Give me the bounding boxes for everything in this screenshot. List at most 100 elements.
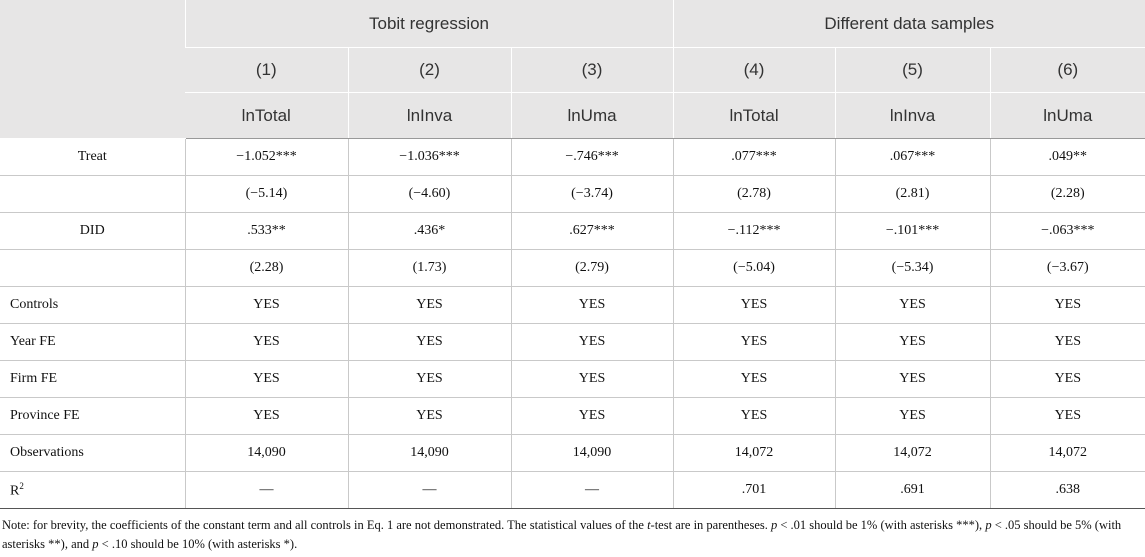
table-cell: .049** (989, 138, 1145, 176)
row-label: Treat (0, 138, 185, 176)
table-cell: −.063*** (989, 212, 1145, 250)
table-cell: YES (672, 397, 836, 435)
table-cell: .638 (989, 471, 1145, 509)
table-cell: 14,072 (834, 434, 991, 472)
table-row-treat-tstat: (−5.14) (−4.60) (−3.74) (2.78) (2.81) (2… (0, 175, 1145, 213)
table-cell: YES (510, 397, 674, 435)
dependent-variable: lnInva (347, 92, 511, 139)
table-cell: — (510, 471, 674, 509)
row-label-r-squared: R2 (0, 471, 185, 509)
table-cell: .077*** (672, 138, 836, 176)
row-label: Year FE (0, 323, 185, 361)
table-cell: .067*** (834, 138, 991, 176)
table-cell: (−3.74) (510, 175, 674, 213)
table-row-observations: Observations 14,090 14,090 14,090 14,072… (0, 434, 1145, 472)
table-row-firm-fe: Firm FE YES YES YES YES YES YES (0, 360, 1145, 398)
table-cell: YES (347, 286, 511, 324)
table-cell: −.746*** (510, 138, 674, 176)
table-cell: .436* (347, 212, 511, 250)
table-cell: (−5.04) (672, 249, 836, 287)
table-cell: YES (834, 360, 991, 398)
column-number: (5) (834, 47, 991, 93)
table-cell: −1.052*** (184, 138, 348, 176)
note-text: < .10 should be 10% (with asterisks *). (98, 537, 298, 551)
table-cell: YES (347, 397, 511, 435)
row-label (0, 249, 185, 287)
dependent-variable: lnTotal (185, 92, 348, 139)
table-cell: YES (672, 323, 836, 361)
table-cell: −.112*** (672, 212, 836, 250)
table-cell: YES (834, 397, 991, 435)
table-cell: YES (510, 360, 674, 398)
table-cell: 14,090 (347, 434, 511, 472)
table-cell: (2.81) (834, 175, 991, 213)
table-cell: (2.78) (672, 175, 836, 213)
row-label: Controls (0, 286, 185, 324)
table-row-province-fe: Province FE YES YES YES YES YES YES (0, 397, 1145, 435)
group-header-tobit: Tobit regression (184, 0, 674, 48)
group-header-samples: Different data samples (672, 0, 1145, 48)
table-cell: (2.28) (989, 175, 1145, 213)
table-cell: YES (672, 286, 836, 324)
dependent-variable-row: lnTotal lnInva lnUma lnTotal lnInva lnUm… (0, 92, 1145, 139)
table-cell: YES (184, 360, 348, 398)
dependent-variable: lnTotal (672, 92, 836, 139)
table-row-r-squared: R2 — — — .701 .691 .638 (0, 471, 1145, 509)
dependent-variable: lnUma (989, 92, 1145, 139)
table-cell: YES (672, 360, 836, 398)
table-cell: .627*** (510, 212, 674, 250)
table-cell: YES (347, 323, 511, 361)
table-cell: YES (834, 323, 991, 361)
table-cell: YES (347, 360, 511, 398)
row-label: Province FE (0, 397, 185, 435)
table-cell: (−4.60) (347, 175, 511, 213)
row-label: DID (0, 212, 185, 250)
note-p-italic: p (770, 518, 778, 532)
table-row-did-tstat: (2.28) (1.73) (2.79) (−5.04) (−5.34) (−3… (0, 249, 1145, 287)
table-cell: (2.28) (184, 249, 348, 287)
row-label: Firm FE (0, 360, 185, 398)
row-label (0, 175, 185, 213)
column-number: (6) (989, 47, 1145, 93)
table-row-treat: Treat −1.052*** −1.036*** −.746*** .077*… (0, 138, 1145, 176)
table-cell: (1.73) (347, 249, 511, 287)
table-cell: YES (989, 360, 1145, 398)
table-cell: .691 (834, 471, 991, 509)
note-text: Note: for brevity, the coefficients of t… (2, 518, 648, 532)
group-header-row: Tobit regression Different data samples (0, 0, 1145, 139)
note-p-italic: p (92, 537, 99, 551)
table-cell: 14,072 (672, 434, 836, 472)
table-cell: — (347, 471, 511, 509)
note-text: -test are in parentheses. (650, 518, 771, 532)
table-cell: YES (510, 323, 674, 361)
table-cell: YES (989, 323, 1145, 361)
table-cell: — (184, 471, 348, 509)
column-number: (1) (185, 47, 348, 93)
table-row-did: DID .533** .436* .627*** −.112*** −.101*… (0, 212, 1145, 250)
table-note: Note: for brevity, the coefficients of t… (0, 516, 1137, 554)
table-row-controls: Controls YES YES YES YES YES YES (0, 286, 1145, 324)
table-cell: YES (989, 397, 1145, 435)
table-cell: 14,090 (510, 434, 674, 472)
column-number: (2) (347, 47, 511, 93)
dependent-variable: lnInva (834, 92, 991, 139)
table-cell: YES (184, 323, 348, 361)
table-cell: −1.036*** (347, 138, 511, 176)
column-number-row: (1) (2) (3) (4) (5) (6) (0, 47, 1145, 93)
table-cell: YES (510, 286, 674, 324)
table-cell: (2.79) (510, 249, 674, 287)
table-cell: .701 (672, 471, 836, 509)
table-cell: (−5.34) (834, 249, 991, 287)
table-cell: YES (184, 397, 348, 435)
note-p-italic: p (985, 518, 992, 532)
note-t-italic: t (647, 518, 651, 532)
table-cell: (−3.67) (989, 249, 1145, 287)
dependent-variable: lnUma (510, 92, 674, 139)
r-superscript: 2 (19, 480, 24, 491)
table-cell: 14,090 (184, 434, 348, 472)
table-cell: YES (989, 286, 1145, 324)
header-corner-cell (0, 0, 185, 139)
r-label: R (10, 483, 20, 499)
note-text: < .01 should be 1% (with asterisks ***), (777, 518, 986, 532)
table-cell: (−5.14) (184, 175, 348, 213)
